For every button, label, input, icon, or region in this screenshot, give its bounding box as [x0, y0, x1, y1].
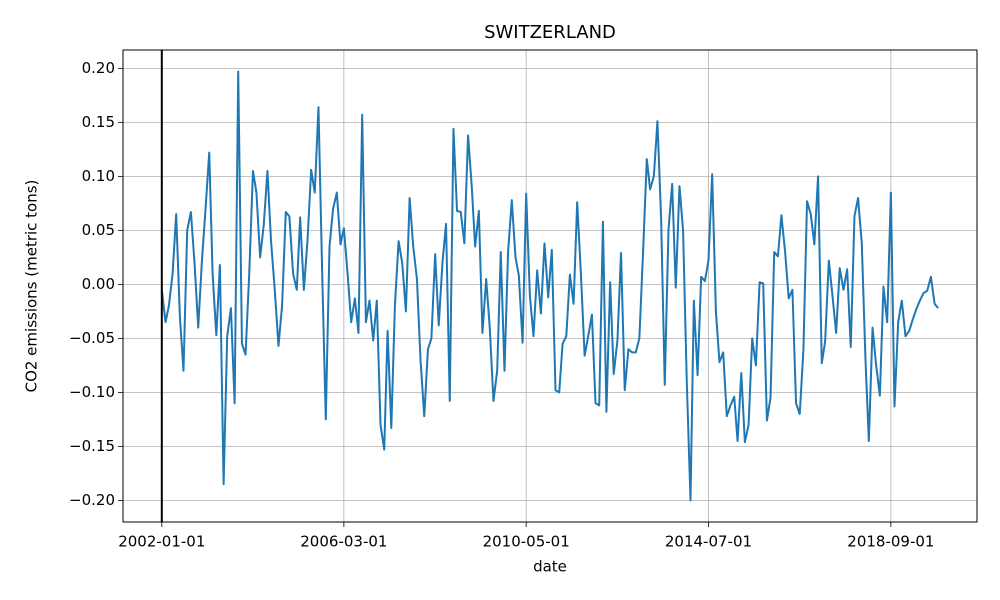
chart-title: SWITZERLAND	[484, 22, 616, 43]
x-axis-label: date	[533, 558, 567, 576]
data-line	[160, 70, 939, 502]
y-tick-label: −0.15	[69, 437, 115, 455]
y-tick-label: 0.15	[82, 113, 115, 131]
x-tick-label: 2010-05-01	[483, 533, 570, 551]
plot-frame	[122, 49, 978, 523]
y-tick-label: −0.10	[69, 383, 115, 401]
y-axis-label: CO2 emissions (metric tons)	[23, 180, 41, 393]
x-tick-label: 2014-07-01	[665, 533, 752, 551]
y-tick-label: −0.05	[69, 329, 115, 347]
y-tick-label: 0.00	[82, 275, 115, 293]
y-tick-label: 0.20	[82, 59, 115, 77]
x-tick-label: 2006-03-01	[300, 533, 387, 551]
x-tick-label: 2018-09-01	[847, 533, 934, 551]
y-tick-label: −0.20	[69, 491, 115, 509]
x-tick-label: 2002-01-01	[118, 533, 205, 551]
y-tick-label: 0.10	[82, 167, 115, 185]
y-tick-label: 0.05	[82, 221, 115, 239]
